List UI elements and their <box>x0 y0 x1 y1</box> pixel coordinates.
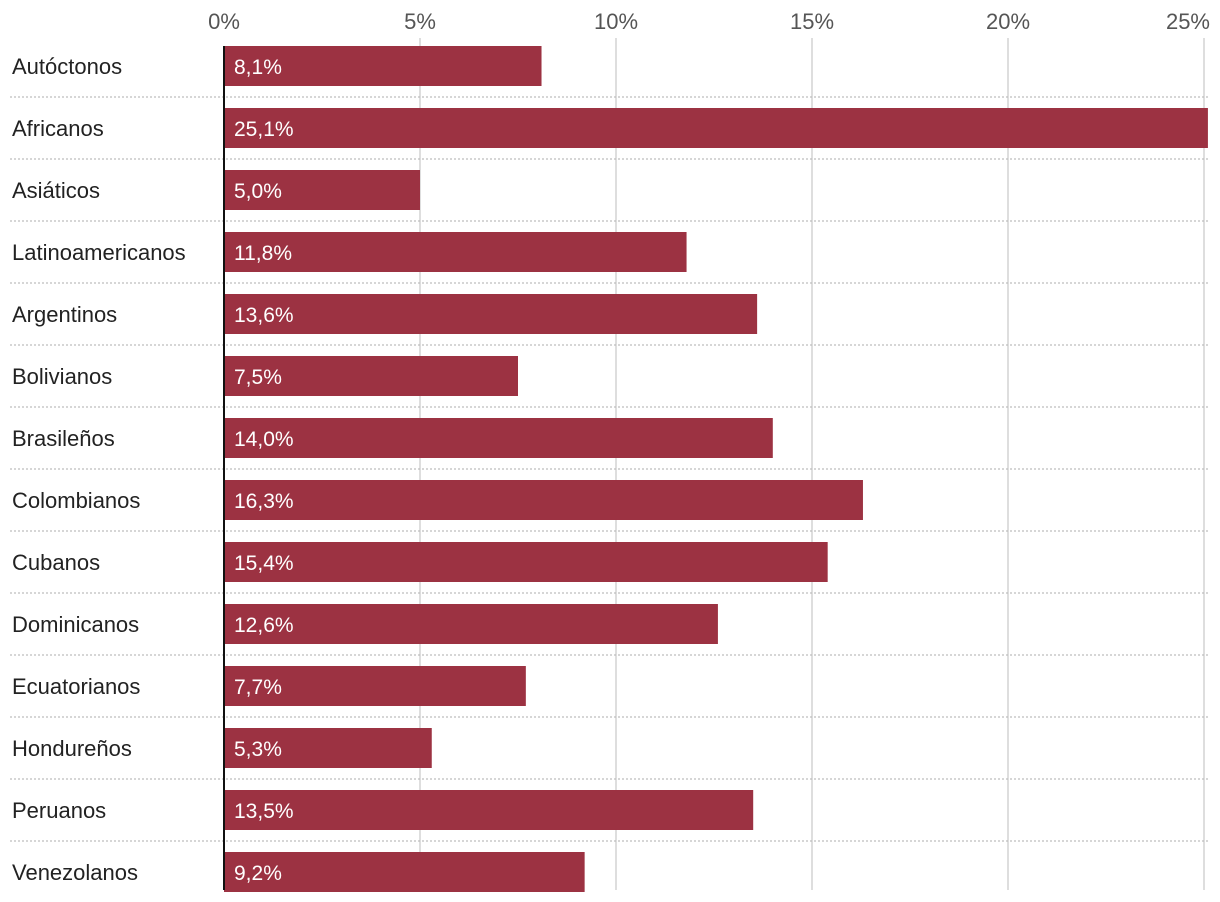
bar-value-label: 14,0% <box>234 428 294 451</box>
category-label: Latinoamericanos <box>12 240 186 265</box>
bar <box>224 108 1208 148</box>
bar-value-label: 9,2% <box>234 862 282 885</box>
category-label: Autóctonos <box>12 54 122 79</box>
bar <box>224 852 585 892</box>
bar <box>224 790 754 830</box>
category-label: Ecuatorianos <box>12 674 140 699</box>
x-tick-label: 15% <box>790 9 834 34</box>
row-separators <box>10 96 1210 842</box>
x-axis-ticks: 0% 5% 10% 15% 20% 25% <box>208 9 1210 34</box>
bar-value-label: 16,3% <box>234 490 294 513</box>
bar <box>224 356 518 396</box>
x-tick-label: 0% <box>208 9 240 34</box>
bar <box>224 480 863 520</box>
category-label: Bolivianos <box>12 364 112 389</box>
bar-value-label: 8,1% <box>234 56 282 79</box>
bars <box>224 46 1208 892</box>
category-label: Africanos <box>12 116 104 141</box>
bar-value-label: 25,1% <box>234 118 294 141</box>
bar-value-label: 12,6% <box>234 614 294 637</box>
bar-value-label: 11,8% <box>234 242 292 265</box>
category-label: Peruanos <box>12 798 106 823</box>
category-label: Argentinos <box>12 302 117 327</box>
gridlines <box>419 38 1205 890</box>
bar-value-label: 13,5% <box>234 800 294 823</box>
x-tick-label: 20% <box>986 9 1030 34</box>
bar-value-label: 15,4% <box>234 552 294 575</box>
bar-value-label: 7,5% <box>234 366 282 389</box>
bar <box>224 294 758 334</box>
category-label: Cubanos <box>12 550 100 575</box>
bar-value-label: 5,3% <box>234 738 282 761</box>
bar <box>224 604 718 644</box>
category-label: Dominicanos <box>12 612 139 637</box>
bar-value-label: 5,0% <box>234 180 282 203</box>
category-label: Colombianos <box>12 488 140 513</box>
category-label: Asiáticos <box>12 178 100 203</box>
bar <box>224 542 828 582</box>
bar-value-label: 13,6% <box>234 304 294 327</box>
value-labels: 8,1% 25,1% 5,0% 11,8% 13,6% 7,5% 14,0% 16,3% 15,… <box>234 56 294 885</box>
x-tick-label: 10% <box>594 9 638 34</box>
bar <box>224 666 526 706</box>
category-label: Venezolanos <box>12 860 138 885</box>
bar <box>224 728 432 768</box>
bar <box>224 170 420 210</box>
x-tick-label: 25% <box>1166 9 1210 34</box>
x-tick-label: 5% <box>404 9 436 34</box>
bar <box>224 46 542 86</box>
category-label: Brasileños <box>12 426 115 451</box>
category-label: Hondureños <box>12 736 132 761</box>
category-labels: Autóctonos Africanos Asiáticos Latinoameric… <box>12 54 186 885</box>
bar-value-label: 7,7% <box>234 676 282 699</box>
bar <box>224 232 687 272</box>
bar <box>224 418 773 458</box>
